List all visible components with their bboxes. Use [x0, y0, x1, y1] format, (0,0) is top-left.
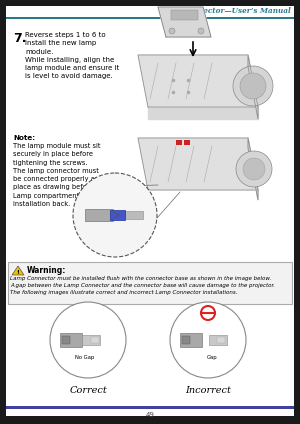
Circle shape — [236, 151, 272, 187]
Bar — [171, 10, 198, 20]
Circle shape — [170, 302, 246, 378]
Bar — [184, 140, 190, 145]
FancyBboxPatch shape — [8, 262, 292, 304]
Circle shape — [73, 173, 157, 257]
Text: Warning:: Warning: — [27, 266, 66, 275]
Text: The lamp connector must
be connected properly and
place as drawing before
Lamp c: The lamp connector must be connected pro… — [13, 168, 103, 207]
FancyBboxPatch shape — [85, 209, 113, 221]
Circle shape — [233, 66, 273, 106]
FancyBboxPatch shape — [60, 333, 82, 347]
Text: The lamp module must sit
securely in place before
tightening the screws.: The lamp module must sit securely in pla… — [13, 143, 100, 165]
Bar — [6, 406, 294, 408]
Text: !: ! — [16, 271, 20, 276]
Text: ○: ○ — [201, 307, 214, 322]
Polygon shape — [138, 55, 258, 107]
Text: DLP Projector—User’s Manual: DLP Projector—User’s Manual — [167, 7, 291, 15]
Polygon shape — [248, 138, 258, 200]
Text: 49: 49 — [146, 412, 154, 418]
Text: 7.: 7. — [13, 32, 26, 45]
FancyBboxPatch shape — [180, 333, 202, 347]
Text: Incorrect: Incorrect — [185, 386, 231, 395]
Circle shape — [169, 28, 175, 34]
Text: No Gap: No Gap — [75, 355, 94, 360]
Circle shape — [198, 28, 204, 34]
FancyBboxPatch shape — [217, 337, 225, 343]
Polygon shape — [12, 266, 24, 275]
FancyBboxPatch shape — [62, 336, 70, 344]
FancyBboxPatch shape — [209, 335, 227, 345]
FancyBboxPatch shape — [110, 210, 125, 220]
Polygon shape — [248, 55, 258, 119]
Text: Reverse steps 1 to 6 to
install the new lamp
module.
While installing, align the: Reverse steps 1 to 6 to install the new … — [25, 32, 119, 79]
FancyBboxPatch shape — [125, 211, 143, 219]
FancyBboxPatch shape — [91, 337, 99, 343]
Circle shape — [240, 73, 266, 99]
Bar — [6, 17, 294, 19]
Polygon shape — [148, 107, 258, 119]
Bar — [176, 140, 182, 145]
Text: Lamp Connector must be installed flush with the connector base as shown in the i: Lamp Connector must be installed flush w… — [10, 276, 275, 295]
Text: Correct: Correct — [69, 386, 107, 395]
Circle shape — [50, 302, 126, 378]
FancyBboxPatch shape — [182, 336, 190, 344]
Text: Gap: Gap — [207, 355, 217, 360]
Text: ✔: ✔ — [80, 307, 96, 325]
Text: Note:: Note: — [13, 135, 35, 141]
FancyBboxPatch shape — [82, 335, 100, 345]
Circle shape — [243, 158, 265, 180]
Polygon shape — [138, 138, 258, 190]
Polygon shape — [158, 7, 211, 37]
